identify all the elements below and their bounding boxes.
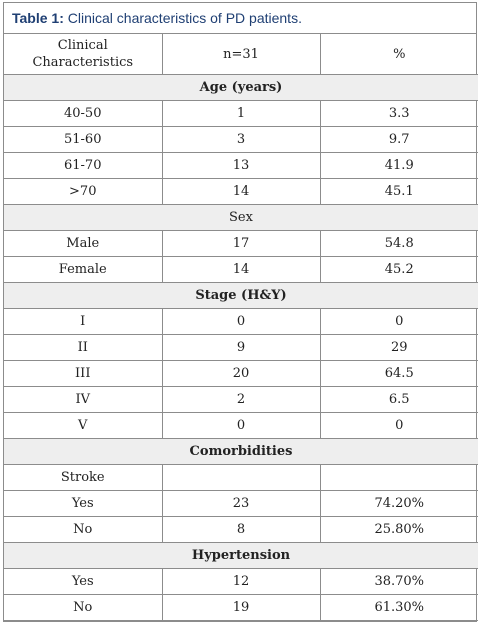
cell-characteristic: V	[4, 412, 163, 439]
table-row: Female 14 45.2	[4, 256, 478, 283]
cell-count: 8	[161, 516, 321, 543]
cell-count: 0	[161, 308, 321, 335]
header-count: n=31	[161, 34, 321, 75]
cell-count: 19	[161, 594, 321, 621]
section-title: Age (years)	[4, 74, 478, 101]
cell-count: 14	[161, 256, 321, 283]
header-characteristics-line1: Clinical	[57, 38, 108, 53]
table-row: >70 14 45.1	[4, 178, 478, 205]
header-percent: %	[319, 34, 478, 75]
cell-characteristic: 40-50	[4, 100, 163, 127]
cell-percent: 54.8	[319, 230, 478, 257]
cell-percent: 38.70%	[319, 568, 478, 595]
cell-percent: 45.2	[319, 256, 478, 283]
cell-percent: 0	[319, 308, 478, 335]
cell-percent: 29	[319, 334, 478, 361]
cell-count: 3	[161, 126, 321, 153]
table-caption-text: Clinical characteristics of PD patients.	[63, 10, 302, 26]
table-caption-label: Table 1:	[12, 10, 64, 26]
cell-percent: 64.5	[319, 360, 478, 387]
section-header-row: Age (years)	[4, 74, 478, 101]
table-row: Yes 23 74.20%	[4, 490, 478, 517]
cell-characteristic: Male	[4, 230, 163, 257]
section-header-row: Comorbidities	[4, 438, 478, 465]
section-header-row: Stage (H&Y)	[4, 282, 478, 309]
cell-percent: 25.80%	[319, 516, 478, 543]
table-row: II 9 29	[4, 334, 478, 361]
table-row: No 19 61.30%	[4, 594, 478, 621]
cell-percent: 0	[319, 412, 478, 439]
clinical-characteristics-table: Clinical Characteristics n=31 % Age (yea…	[4, 34, 478, 621]
cell-characteristic: No	[4, 594, 163, 621]
clinical-table-container: Table 1: Clinical characteristics of PD …	[3, 2, 478, 622]
cell-percent: 41.9	[319, 152, 478, 179]
table-row: 61-70 13 41.9	[4, 152, 478, 179]
table-row: Male 17 54.8	[4, 230, 478, 257]
cell-percent: 61.30%	[319, 594, 478, 621]
cell-characteristic: III	[4, 360, 163, 387]
cell-characteristic: II	[4, 334, 163, 361]
cell-count: 12	[161, 568, 321, 595]
section-header-row: Hypertension	[4, 542, 478, 569]
header-characteristics: Clinical Characteristics	[4, 34, 163, 75]
cell-count: 14	[161, 178, 321, 205]
table-row: 40-50 1 3.3	[4, 100, 478, 127]
table-row: No 8 25.80%	[4, 516, 478, 543]
cell-percent: 74.20%	[319, 490, 478, 517]
section-title: Hypertension	[4, 542, 478, 569]
cell-count: 2	[161, 386, 321, 413]
cell-percent: 3.3	[319, 100, 478, 127]
cell-count: 1	[161, 100, 321, 127]
cell-characteristic: No	[4, 516, 163, 543]
table-row: 51-60 3 9.7	[4, 126, 478, 153]
cell-characteristic: >70	[4, 178, 163, 205]
cell-count: 23	[161, 490, 321, 517]
cell-characteristic: 61-70	[4, 152, 163, 179]
cell-percent: 45.1	[319, 178, 478, 205]
cell-count: 9	[161, 334, 321, 361]
table-caption: Table 1: Clinical characteristics of PD …	[4, 3, 476, 34]
cell-count	[161, 464, 321, 491]
cell-characteristic: Yes	[4, 568, 163, 595]
cell-characteristic: Yes	[4, 490, 163, 517]
section-title: Sex	[4, 204, 478, 231]
cell-percent: 9.7	[319, 126, 478, 153]
cell-percent: 6.5	[319, 386, 478, 413]
section-title: Stage (H&Y)	[4, 282, 478, 309]
table-row: IV 2 6.5	[4, 386, 478, 413]
cell-characteristic: 51-60	[4, 126, 163, 153]
cell-characteristic: Stroke	[4, 464, 163, 491]
cell-characteristic: IV	[4, 386, 163, 413]
table-header-row: Clinical Characteristics n=31 %	[4, 34, 478, 75]
table-row: III 20 64.5	[4, 360, 478, 387]
cell-characteristic: I	[4, 308, 163, 335]
section-title: Comorbidities	[4, 438, 478, 465]
table-row: Yes 12 38.70%	[4, 568, 478, 595]
cell-count: 20	[161, 360, 321, 387]
header-characteristics-line2: Characteristics	[32, 55, 134, 70]
table-row: Stroke	[4, 464, 478, 491]
cell-count: 17	[161, 230, 321, 257]
cell-count: 13	[161, 152, 321, 179]
section-header-row: Sex	[4, 204, 478, 231]
cell-count: 0	[161, 412, 321, 439]
cell-characteristic: Female	[4, 256, 163, 283]
cell-percent	[319, 464, 478, 491]
